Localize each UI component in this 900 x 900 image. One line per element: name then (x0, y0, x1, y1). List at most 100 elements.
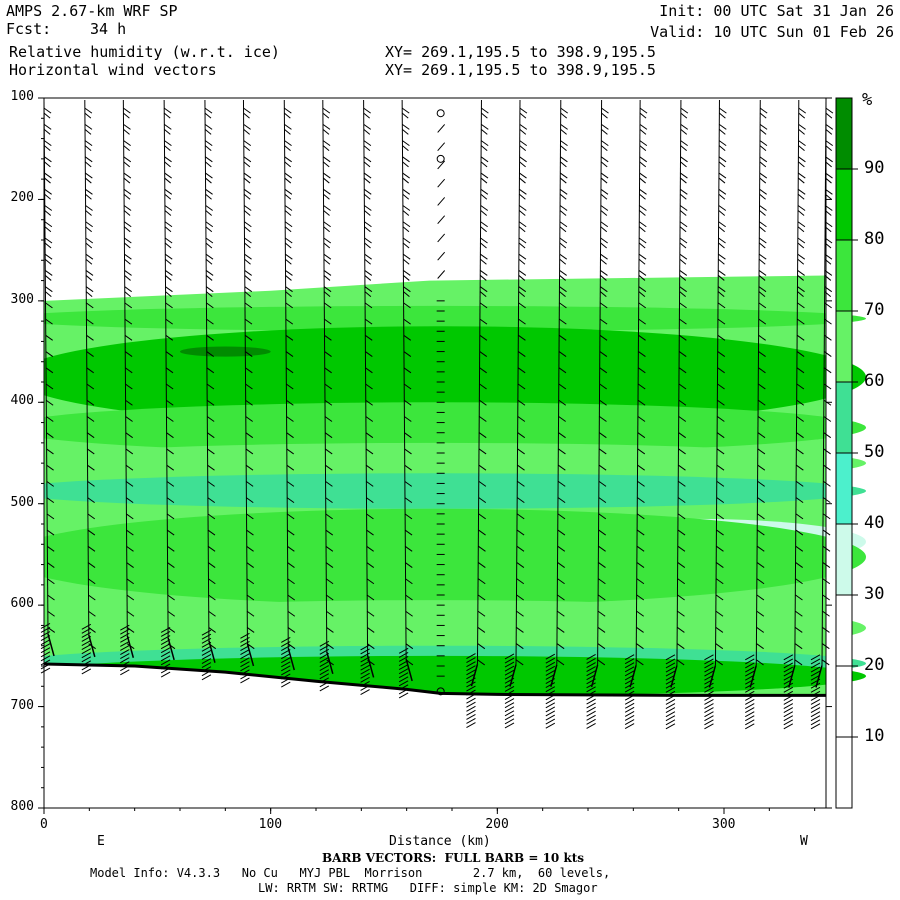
barb-flag (518, 302, 526, 309)
barb-flag (545, 657, 556, 664)
barb-flag (365, 351, 373, 357)
barb-flag (796, 351, 805, 357)
barb-staff (590, 664, 599, 688)
x-end-label-west: W (800, 834, 808, 849)
barb-flag (46, 562, 55, 568)
barb-flag (517, 497, 525, 504)
barb-flag (599, 399, 607, 406)
barb-flag (586, 678, 596, 685)
barb-flag (360, 664, 370, 671)
barb-staff (714, 99, 720, 666)
barb-flag (165, 318, 173, 325)
barb-flag (120, 649, 130, 655)
barb-flag (123, 221, 132, 228)
barb-flag (716, 480, 725, 487)
barb-flag (81, 631, 92, 638)
barb-flag (680, 128, 688, 135)
barb-flag (757, 529, 765, 536)
barb-flag (245, 480, 254, 487)
barb-flag (718, 253, 726, 260)
barb-flag (504, 665, 515, 672)
barb-flag (123, 177, 131, 184)
barb-flag (757, 513, 765, 520)
barb-flag (545, 714, 556, 721)
barb-flag (677, 497, 686, 504)
barb-flag (360, 648, 370, 655)
barb-flag (756, 627, 765, 633)
barb-flag (636, 545, 645, 552)
barb-flag (636, 643, 644, 650)
forecast-label: Fcst: (6, 20, 52, 38)
barb-flag (164, 188, 173, 195)
barb-flag (480, 172, 489, 179)
barb-flag (598, 578, 606, 585)
barb-flag (244, 253, 252, 260)
barb-flag (164, 156, 172, 163)
barb-flag (639, 112, 647, 119)
barb-flag (124, 275, 131, 281)
barb-flag (545, 698, 556, 705)
barb-flag (324, 416, 333, 422)
barb-flag (717, 286, 726, 293)
barb-flag (759, 237, 767, 244)
barb-flag (718, 140, 727, 147)
barb-flag (810, 719, 821, 726)
barb-flag (810, 678, 821, 685)
barb-flag (126, 529, 134, 536)
barb-flag (560, 112, 568, 119)
barb-flag (240, 677, 250, 684)
barb-flag (124, 291, 131, 298)
barb-flag (759, 172, 768, 179)
barb-flag (639, 128, 647, 135)
barb-flag (717, 334, 726, 341)
barb-flag (797, 210, 805, 216)
barb-flag (124, 237, 132, 244)
barb-flag (85, 291, 93, 298)
barb-flag (324, 334, 332, 341)
barb-staff (167, 637, 175, 661)
barb-flag (704, 719, 714, 726)
barb-flag (366, 497, 374, 504)
barb-flag (624, 710, 635, 717)
barb-flag (557, 529, 566, 536)
barb-flag (366, 627, 375, 633)
barb-flag (285, 258, 292, 265)
barb-flag (165, 286, 173, 293)
barb-flag (286, 513, 295, 520)
barb-flag (758, 367, 766, 374)
barb-flag (600, 226, 608, 233)
barb-flag (517, 383, 526, 390)
barb-flag (518, 242, 526, 249)
barb-flag (284, 112, 291, 119)
barb-flag (246, 643, 255, 650)
barb-flag (43, 145, 51, 151)
barb-flag (84, 145, 92, 151)
barb-flag (126, 610, 135, 617)
barb-flag (165, 367, 174, 374)
barb-flag (678, 399, 687, 406)
barb-flag (665, 711, 676, 718)
barb-flag (797, 177, 805, 184)
barb-flag (558, 334, 567, 341)
barb-flag (716, 545, 724, 552)
barb-flag (638, 318, 646, 325)
barb-flag (823, 464, 831, 471)
barb-staff (287, 647, 295, 671)
barb-flag (638, 226, 646, 233)
barb-flag (517, 480, 525, 487)
barb-flag (323, 291, 331, 298)
barb-flag (679, 226, 687, 233)
barb-flag (360, 676, 370, 683)
barb-flag (783, 711, 794, 718)
barb-flag (164, 253, 173, 260)
barb-flag (586, 698, 596, 705)
calm-circle (436, 154, 445, 163)
barb-flag (325, 562, 334, 568)
barb-flag (284, 205, 293, 211)
barb-flag (404, 562, 413, 568)
barb-flag (81, 636, 92, 642)
colorbar-swatch (835, 594, 853, 667)
barb-flag (624, 719, 635, 725)
barb-flag (47, 578, 55, 585)
barb-staff (556, 99, 562, 665)
